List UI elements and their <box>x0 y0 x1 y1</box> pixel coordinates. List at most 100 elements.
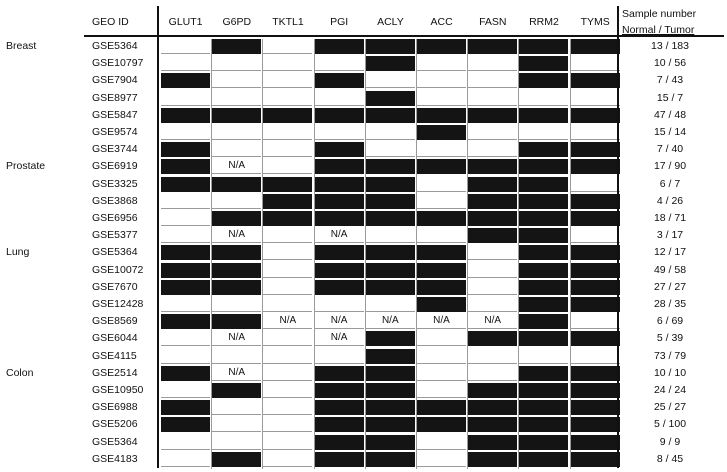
expression-cell-negative-tktl1 <box>263 434 313 450</box>
expression-cell-positive-rrm2 <box>519 176 569 192</box>
sample-count-cell: 17 / 90 <box>653 160 687 173</box>
expression-cell-negative-fasn <box>468 297 518 312</box>
gene-column-separator <box>416 39 417 469</box>
expression-cell-negative-tyms <box>570 56 620 72</box>
gene-column-separator <box>518 39 520 469</box>
expression-cell-positive-rrm2 <box>519 383 569 398</box>
gene-header-tyms: TYMS <box>580 16 610 28</box>
expression-cell-na-pgi: N/A <box>314 314 364 330</box>
expression-cell-positive-tyms <box>570 39 620 54</box>
expression-cell-negative-g6pd <box>212 434 262 450</box>
expression-cell-positive-fasn <box>468 451 518 467</box>
expression-cell-positive-pgi <box>314 159 364 175</box>
gene-column-separator <box>313 39 315 469</box>
expression-cell-positive-pgi <box>314 142 364 158</box>
expression-cell-negative-g6pd <box>212 297 262 312</box>
expression-cell-positive-fasn <box>468 193 518 209</box>
expression-cell-positive-pgi <box>314 417 364 433</box>
geo-id-cell: GSE6956 <box>92 212 138 224</box>
expression-cell-negative-acc <box>417 56 466 72</box>
geo-id-cell: GSE10950 <box>92 384 144 396</box>
sample-count-cell: 6 / 7 <box>659 177 681 190</box>
expression-cell-positive-pgi <box>314 193 364 209</box>
sample-count-cell: 73 / 79 <box>653 349 687 362</box>
expression-cell-negative-tktl1 <box>263 125 313 140</box>
sample-count-cell: 9 / 9 <box>659 435 681 448</box>
expression-cell-positive-pgi <box>314 107 364 123</box>
expression-cell-positive-tyms <box>570 365 620 381</box>
sample-count-cell: 28 / 35 <box>653 298 687 310</box>
column-divider <box>617 6 619 468</box>
expression-cell-negative-rrm2 <box>519 125 569 140</box>
expression-cell-positive-tyms <box>570 297 620 312</box>
sample-count-cell: 8 / 45 <box>656 452 684 465</box>
expression-cell-negative-glut1 <box>161 348 210 364</box>
expression-cell-negative-fasn <box>468 73 518 89</box>
sample-count-cell: 18 / 71 <box>653 212 687 224</box>
expression-cell-na-g6pd: N/A <box>212 228 262 244</box>
expression-cell-negative-glut1 <box>161 331 210 347</box>
expression-cell-positive-g6pd <box>212 39 262 54</box>
expression-cell-negative-g6pd <box>212 193 262 209</box>
sample-count-cell: 5 / 100 <box>653 418 687 431</box>
gene-header-acly: ACLY <box>377 16 404 28</box>
header-geo-id: GEO ID <box>92 16 129 28</box>
gene-header-fasn: FASN <box>479 16 507 28</box>
expression-cell-positive-pgi <box>314 39 364 54</box>
expression-cell-positive-rrm2 <box>519 451 569 467</box>
expression-cell-positive-acly <box>365 56 415 72</box>
expression-cell-positive-pgi <box>314 279 364 295</box>
expression-cell-positive-g6pd <box>212 245 262 261</box>
expression-cell-negative-tktl1 <box>263 73 313 89</box>
expression-cell-negative-glut1 <box>161 383 210 398</box>
expression-cell-positive-pgi <box>314 383 364 398</box>
expression-cell-positive-rrm2 <box>519 211 569 226</box>
expression-cell-negative-fasn <box>468 365 518 381</box>
expression-cell-na-acly: N/A <box>365 314 415 330</box>
expression-cell-positive-fasn <box>468 176 518 192</box>
expression-cell-positive-pgi <box>314 73 364 89</box>
gene-header-rrm2: RRM2 <box>529 16 559 28</box>
expression-cell-positive-acc <box>417 107 466 123</box>
expression-cell-negative-tyms <box>570 176 620 192</box>
expression-cell-positive-pgi <box>314 451 364 467</box>
expression-cell-negative-glut1 <box>161 90 210 106</box>
expression-cell-positive-acc <box>417 417 466 433</box>
expression-cell-negative-glut1 <box>161 434 210 450</box>
expression-cell-negative-pgi <box>314 90 364 106</box>
expression-cell-positive-pgi <box>314 400 364 416</box>
expression-cell-negative-tktl1 <box>263 417 313 433</box>
expression-cell-positive-rrm2 <box>519 400 569 416</box>
geo-id-cell: GSE8569 <box>92 315 138 328</box>
expression-cell-positive-tyms <box>570 417 620 433</box>
expression-cell-negative-fasn <box>468 142 518 158</box>
sample-count-cell: 25 / 27 <box>653 401 687 414</box>
tissue-label: Breast <box>6 40 37 52</box>
expression-cell-negative-tktl1 <box>263 297 313 312</box>
expression-cell-positive-rrm2 <box>519 434 569 450</box>
expression-cell-positive-fasn <box>468 383 518 398</box>
expression-cell-negative-acly <box>365 297 415 312</box>
geo-id-cell: GSE2514 <box>92 366 138 379</box>
expression-cell-negative-acly <box>365 228 415 244</box>
gene-header-acc: ACC <box>430 16 453 28</box>
expression-cell-positive-rrm2 <box>519 107 569 123</box>
expression-cell-positive-acly <box>365 107 415 123</box>
expression-cell-positive-tktl1 <box>263 211 313 226</box>
expression-cell-positive-acly <box>365 262 415 278</box>
expression-cell-positive-rrm2 <box>519 417 569 433</box>
gene-header-g6pd: G6PD <box>222 16 252 28</box>
expression-cell-positive-g6pd <box>212 314 262 330</box>
expression-cell-positive-rrm2 <box>519 245 569 261</box>
expression-cell-positive-acly <box>365 451 415 467</box>
expression-cell-positive-fasn <box>468 107 518 123</box>
geo-id-cell: GSE6919 <box>92 160 138 173</box>
sample-count-cell: 15 / 7 <box>656 91 684 104</box>
expression-cell-positive-pgi <box>314 176 364 192</box>
sample-count-cell: 6 / 69 <box>656 315 684 328</box>
geo-id-cell: GSE9574 <box>92 126 138 138</box>
expression-cell-positive-tyms <box>570 245 620 261</box>
geo-id-cell: GSE10072 <box>92 263 144 276</box>
header-sample-number: Sample number <box>622 8 697 20</box>
geo-id-cell: GSE5377 <box>92 229 138 242</box>
